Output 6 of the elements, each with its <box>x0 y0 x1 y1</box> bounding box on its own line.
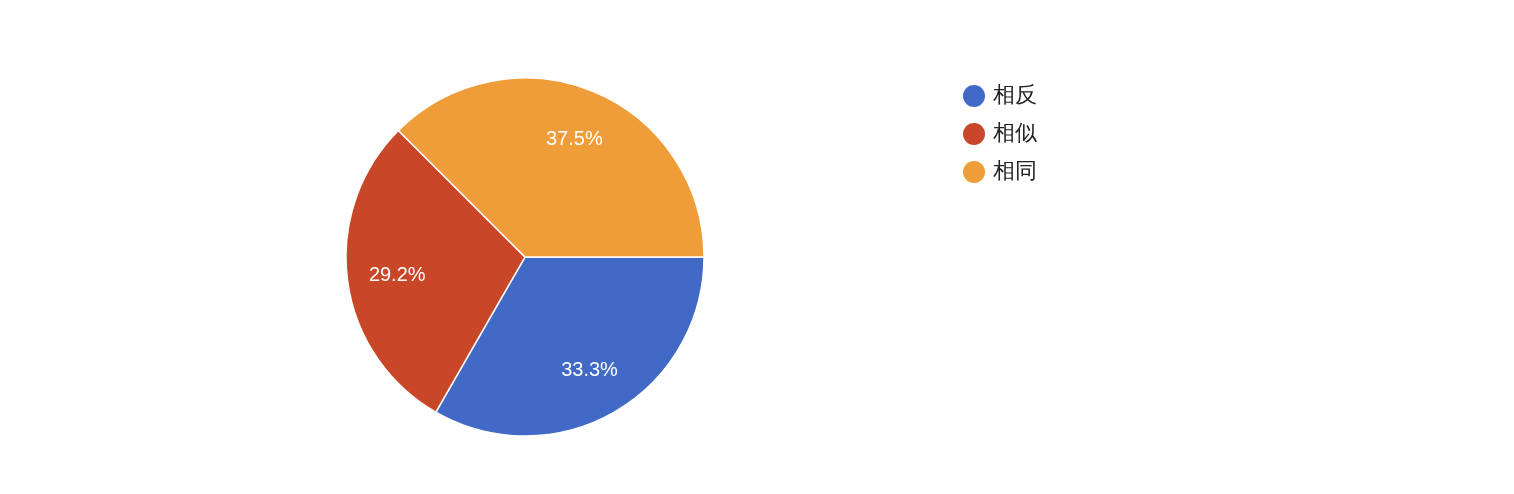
data-label: 37.5% <box>545 126 603 149</box>
data-label: 29.2% <box>368 262 426 285</box>
legend-label: 相似 <box>993 120 1037 145</box>
legend-label: 相反 <box>993 82 1037 107</box>
legend-label: 相同 <box>993 158 1037 183</box>
data-label: 33.3% <box>561 357 619 380</box>
